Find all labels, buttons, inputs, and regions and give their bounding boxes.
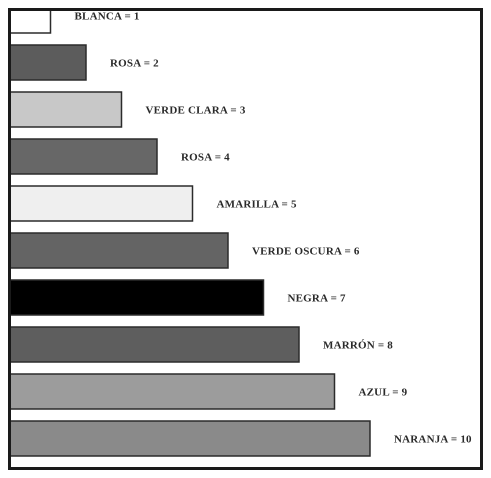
bar-label-7: NEGRA = 7	[288, 293, 346, 305]
bar-label-9: AZUL = 9	[359, 387, 408, 399]
bar-8	[11, 326, 300, 363]
chart-frame: BLANCA = 1 ROSA = 2 VERDE CLARA = 3 ROSA = …	[8, 8, 483, 470]
bar-7	[11, 279, 265, 316]
bar-label-6: VERDE OSCURA = 6	[252, 246, 360, 258]
bar-10	[11, 420, 371, 457]
bar-1	[11, 11, 52, 34]
bar-label-5: AMARILLA = 5	[217, 199, 297, 211]
bar-chart: BLANCA = 1 ROSA = 2 VERDE CLARA = 3 ROSA = …	[11, 11, 472, 457]
bar-label-1: BLANCA = 1	[75, 11, 140, 23]
bar-label-10: NARANJA = 10	[394, 434, 472, 446]
bar-label-2: ROSA = 2	[110, 58, 159, 70]
bar-2	[11, 44, 87, 81]
bar-9	[11, 373, 336, 410]
bar-4	[11, 138, 158, 175]
bar-5	[11, 185, 194, 222]
bar-6	[11, 232, 229, 269]
bar-3	[11, 91, 123, 128]
bar-label-3: VERDE CLARA = 3	[146, 105, 246, 117]
bar-label-4: ROSA = 4	[181, 152, 230, 164]
bar-label-8: MARRÓN = 8	[323, 340, 393, 352]
